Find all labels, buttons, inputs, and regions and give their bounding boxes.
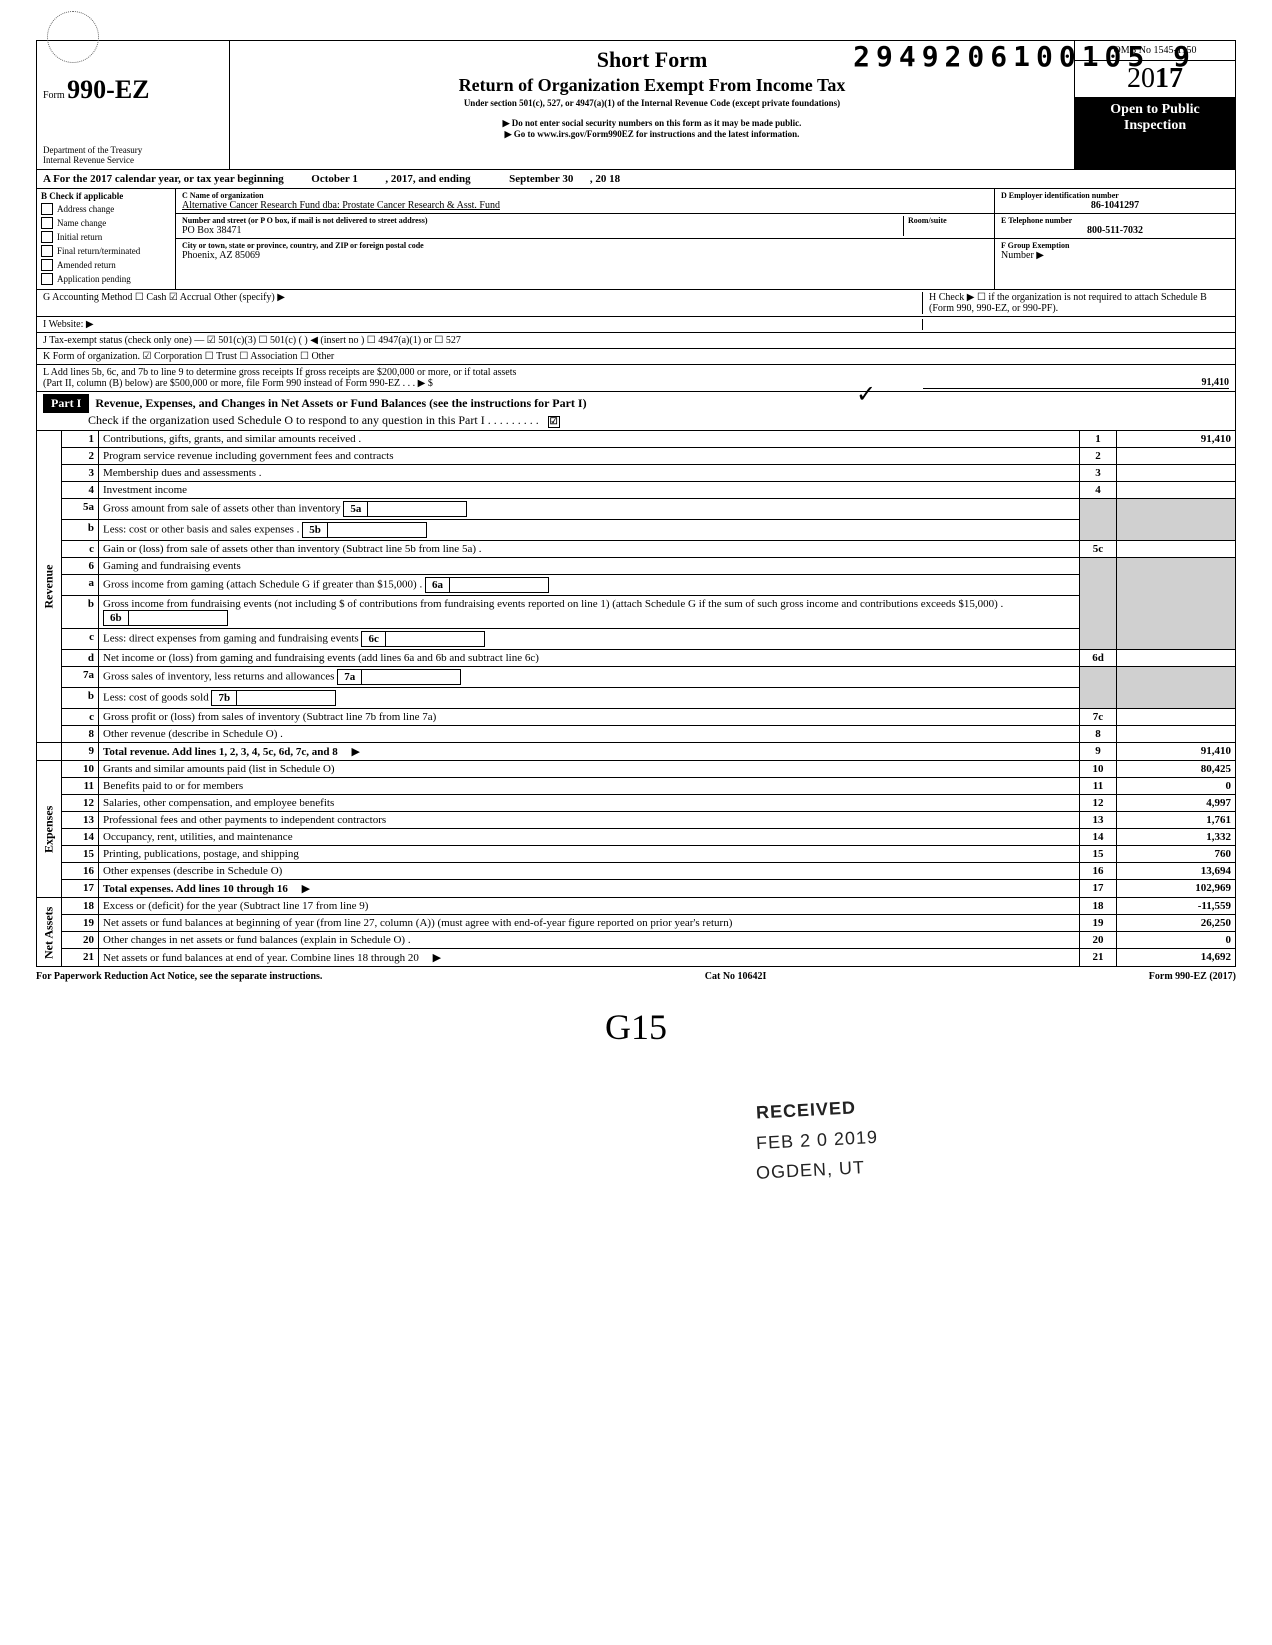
amt-9: 91,410 bbox=[1117, 743, 1236, 761]
form-prefix: Form bbox=[43, 90, 65, 101]
col-de: D Employer identification number 86-1041… bbox=[995, 189, 1235, 289]
form-number: 990-EZ bbox=[67, 75, 149, 104]
row-k: K Form of organization. ☑ Corporation ☐ … bbox=[43, 351, 1229, 362]
amt-12: 4,997 bbox=[1117, 795, 1236, 812]
amt-16: 13,694 bbox=[1117, 863, 1236, 880]
title-sub3: ▶ Go to www.irs.gov/Form990EZ for instru… bbox=[234, 129, 1070, 140]
ein: 86-1041297 bbox=[1001, 200, 1229, 211]
control-number: 2949206100105 9 bbox=[853, 40, 1196, 73]
cb-address-change[interactable] bbox=[41, 203, 53, 215]
page-footer: For Paperwork Reduction Act Notice, see … bbox=[36, 967, 1236, 986]
cb-amended[interactable] bbox=[41, 259, 53, 271]
org-street: PO Box 38471 bbox=[182, 225, 903, 236]
meta-rows: G Accounting Method ☐ Cash ☑ Accrual Oth… bbox=[36, 290, 1236, 392]
info-block: B Check if applicable Address change Nam… bbox=[36, 189, 1236, 290]
lines-table: Revenue 1Contributions, gifts, grants, a… bbox=[36, 431, 1236, 967]
phone: 800-511-7032 bbox=[1001, 225, 1229, 236]
section-revenue: Revenue bbox=[37, 431, 62, 743]
section-netassets: Net Assets bbox=[37, 898, 62, 967]
row-a-tax-year: A For the 2017 calendar year, or tax yea… bbox=[36, 170, 1236, 189]
amt-19: 26,250 bbox=[1117, 915, 1236, 932]
row-l-amount: 91,410 bbox=[923, 377, 1229, 389]
amt-11: 0 bbox=[1117, 778, 1236, 795]
row-l1: L Add lines 5b, 6c, and 7b to line 9 to … bbox=[43, 367, 923, 378]
amt-21: 14,692 bbox=[1117, 949, 1236, 967]
row-h: H Check ▶ ☐ if the organization is not r… bbox=[922, 292, 1229, 314]
col-c-org-info: C Name of organization Alternative Cance… bbox=[176, 189, 995, 289]
title-main: Return of Organization Exempt From Incom… bbox=[234, 75, 1070, 96]
amt-17: 102,969 bbox=[1117, 880, 1236, 898]
title-sub2: ▶ Do not enter social security numbers o… bbox=[234, 118, 1070, 129]
open-public-badge: Open to Public Inspection bbox=[1075, 98, 1235, 169]
cb-final-return[interactable] bbox=[41, 245, 53, 257]
amt-10: 80,425 bbox=[1117, 761, 1236, 778]
dept-irs: Internal Revenue Service bbox=[43, 155, 223, 165]
amt-18: -11,559 bbox=[1117, 898, 1236, 915]
title-sub1: Under section 501(c), 527, or 4947(a)(1)… bbox=[234, 98, 1070, 108]
row-j: J Tax-exempt status (check only one) — ☑… bbox=[43, 335, 1229, 346]
irs-seal-icon bbox=[47, 11, 99, 63]
amt-1: 91,410 bbox=[1117, 431, 1236, 448]
row-l2: (Part II, column (B) below) are $500,000… bbox=[43, 378, 433, 389]
amt-20: 0 bbox=[1117, 932, 1236, 949]
section-expenses: Expenses bbox=[37, 761, 62, 898]
col-b-checkboxes: B Check if applicable Address change Nam… bbox=[37, 189, 176, 289]
handwritten-note: G15 bbox=[36, 1006, 1236, 1048]
row-g: G Accounting Method ☐ Cash ☑ Accrual Oth… bbox=[43, 292, 922, 314]
cb-name-change[interactable] bbox=[41, 217, 53, 229]
initials-icon: ✓ bbox=[856, 380, 876, 409]
stamp-date: FEB 2 0 2019 bbox=[756, 1127, 879, 1154]
row-i: I Website: ▶ bbox=[43, 319, 922, 330]
part1-header: Part I Revenue, Expenses, and Changes in… bbox=[36, 392, 1236, 431]
cb-initial-return[interactable] bbox=[41, 231, 53, 243]
amt-15: 760 bbox=[1117, 846, 1236, 863]
cb-app-pending[interactable] bbox=[41, 273, 53, 285]
org-city: Phoenix, AZ 85069 bbox=[182, 250, 988, 261]
amt-13: 1,761 bbox=[1117, 812, 1236, 829]
amt-14: 1,332 bbox=[1117, 829, 1236, 846]
stamp-ogden: OGDEN, UT bbox=[756, 1157, 866, 1184]
stamp-received: RECEIVED bbox=[756, 1097, 857, 1123]
cb-schedule-o[interactable]: ☑ bbox=[548, 416, 560, 428]
dept-treasury: Department of the Treasury bbox=[43, 145, 223, 155]
org-name: Alternative Cancer Research Fund dba: Pr… bbox=[182, 200, 988, 211]
